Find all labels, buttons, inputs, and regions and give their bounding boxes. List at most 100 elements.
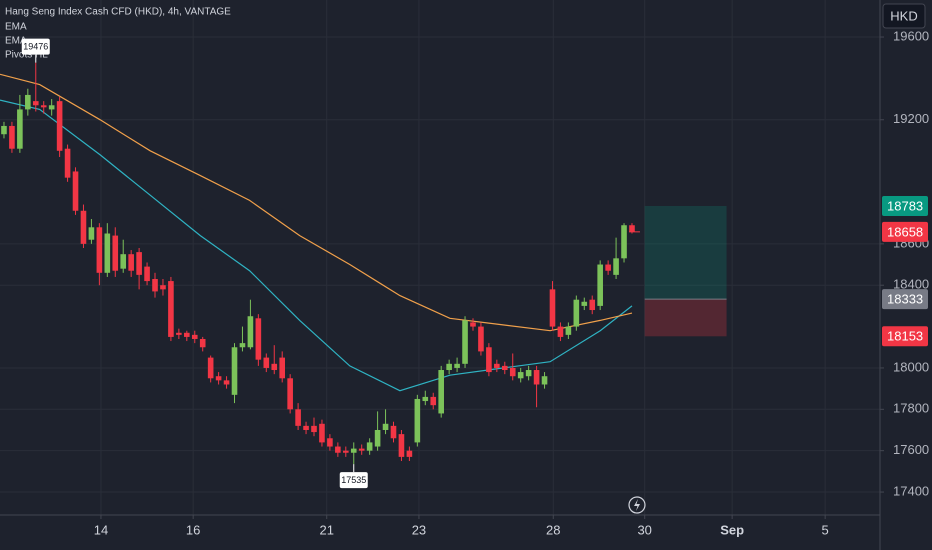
candle-body <box>509 367 516 377</box>
candle-body <box>56 101 63 151</box>
candle-body <box>613 258 619 275</box>
candle-body <box>168 281 174 337</box>
candle-body <box>470 322 476 327</box>
y-tick-label: 17800 <box>893 401 929 416</box>
candle-body <box>152 279 158 292</box>
x-tick-label: 23 <box>412 522 426 537</box>
legend-entry: EMA <box>5 36 27 47</box>
candle-body <box>112 235 119 271</box>
price-label: 18783 <box>887 198 923 213</box>
candle-body <box>525 370 532 377</box>
candle-body <box>462 320 468 364</box>
candle-body <box>533 370 540 385</box>
candle-body <box>88 227 95 240</box>
candle-body <box>541 376 548 385</box>
candle-body <box>319 423 325 443</box>
candle-body <box>136 252 142 275</box>
replay-icon[interactable] <box>628 496 646 514</box>
currency-box[interactable] <box>882 3 926 29</box>
candle-body <box>1 125 7 135</box>
candle-body <box>494 363 500 368</box>
candle-body <box>295 409 301 426</box>
candle-body <box>454 363 460 368</box>
candle-body <box>422 396 429 402</box>
candle-body <box>350 448 357 453</box>
candle-body <box>327 438 333 447</box>
y-tick-label: 18400 <box>893 277 929 292</box>
candle-body <box>247 316 254 348</box>
y-tick-label: 17400 <box>893 483 929 498</box>
candle-body <box>414 398 421 443</box>
pivot-box <box>339 472 368 489</box>
candle-body <box>446 363 452 371</box>
price-label-box <box>882 196 928 216</box>
candle-body <box>358 448 365 451</box>
candle-body <box>430 396 437 406</box>
ema-line <box>0 73 633 332</box>
candle-body <box>32 101 39 106</box>
candle-body <box>557 326 564 337</box>
currency-label[interactable]: HKD <box>890 8 917 23</box>
candle-body <box>390 425 397 439</box>
icon-ring[interactable] <box>628 496 646 514</box>
candle-body <box>207 357 214 379</box>
x-tick-label: 14 <box>94 522 108 537</box>
candle-body <box>176 332 182 335</box>
candle-body <box>406 450 413 457</box>
pivot-label: 17535 <box>341 475 366 485</box>
candle-body <box>48 105 55 110</box>
x-tick-label: 30 <box>637 522 651 537</box>
candle-body <box>239 343 246 348</box>
icon-bolt[interactable] <box>634 499 640 511</box>
candle-body <box>597 264 603 306</box>
candle-body <box>565 326 572 335</box>
candle-body <box>72 171 79 211</box>
pivot-box <box>21 38 50 55</box>
candle-body <box>581 301 588 306</box>
candle-body <box>517 372 524 379</box>
x-tick-label: 5 <box>822 522 829 537</box>
candle-body <box>104 233 111 273</box>
candle-body <box>215 376 222 381</box>
candle-body <box>279 357 286 379</box>
candle-body <box>17 109 23 149</box>
y-tick-label: 19600 <box>893 28 929 43</box>
candle-body <box>9 125 15 149</box>
candle-body <box>96 227 103 273</box>
candle-body <box>287 378 293 410</box>
y-tick-label: 18000 <box>893 359 929 374</box>
price-label: 18658 <box>887 224 923 239</box>
candle-body <box>64 148 71 178</box>
candle-body <box>382 423 389 430</box>
candle-body <box>605 264 611 271</box>
stop-zone <box>644 299 727 337</box>
candle-body <box>191 334 198 339</box>
candle-body <box>549 289 556 327</box>
candle-body <box>231 347 238 395</box>
candle-body <box>144 266 150 282</box>
price-label: 18153 <box>887 329 923 344</box>
candle-body <box>263 357 270 368</box>
x-tick-label: 21 <box>319 522 333 537</box>
candle-body <box>486 347 492 373</box>
price-label-box <box>882 326 928 347</box>
candle-body <box>223 380 230 385</box>
chart-title: Hang Seng Index Cash CFD (HKD), 4h, VANT… <box>5 7 231 18</box>
x-tick-label: 16 <box>186 522 200 537</box>
candle-body <box>438 370 444 414</box>
candle-body <box>255 318 262 360</box>
candle-body <box>366 442 373 451</box>
ema-line <box>0 99 633 392</box>
candle-body <box>342 450 349 453</box>
price-label-box <box>882 221 928 242</box>
candle-body <box>398 434 405 457</box>
candle-body <box>199 338 206 348</box>
price-label: 18333 <box>887 292 923 307</box>
price-label-box <box>882 289 928 310</box>
candle-body <box>311 425 317 433</box>
candle-body <box>40 105 47 108</box>
candle-body <box>80 210 87 244</box>
